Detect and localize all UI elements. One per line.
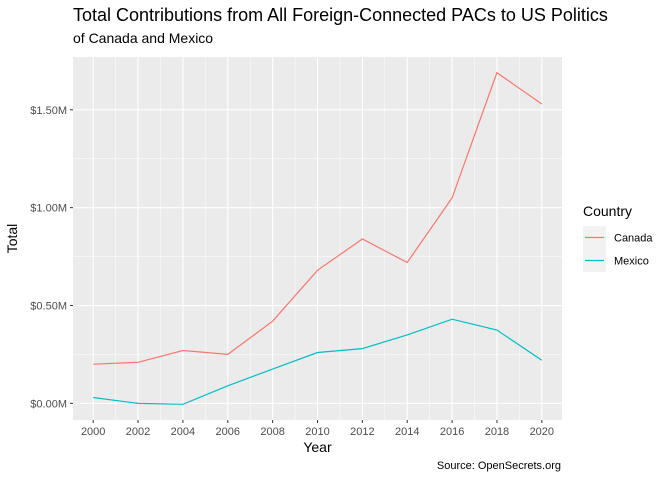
y-tick-label: $1.00M bbox=[30, 203, 67, 215]
x-tick-label: 2004 bbox=[171, 426, 195, 438]
chart-caption: Source: OpenSecrets.org bbox=[436, 460, 561, 472]
chart-subtitle: of Canada and Mexico bbox=[73, 30, 214, 46]
y-axis-title: Total bbox=[4, 224, 20, 254]
series-lines bbox=[93, 71, 543, 405]
series-line-canada bbox=[93, 71, 543, 365]
legend-title: Country bbox=[583, 203, 632, 219]
x-tick-label: 2014 bbox=[395, 426, 419, 438]
y-tick-label: $1.50M bbox=[30, 105, 67, 117]
legend-label: Mexico bbox=[614, 256, 649, 268]
x-tick-label: 2010 bbox=[305, 426, 329, 438]
chart-title: Total Contributions from All Foreign-Con… bbox=[73, 5, 608, 25]
y-tick-label: $0.00M bbox=[30, 398, 67, 410]
x-tick-label: 2018 bbox=[485, 426, 509, 438]
x-tick-label: 2016 bbox=[440, 426, 464, 438]
x-tick-label: 2008 bbox=[260, 426, 284, 438]
x-tick-label: 2000 bbox=[81, 426, 105, 438]
x-tick-label: 2002 bbox=[126, 426, 150, 438]
x-tick-label: 2012 bbox=[350, 426, 374, 438]
grid bbox=[73, 57, 562, 420]
axes: $0.00M $0.50M $1.00M $1.50M 2000 2002 2004 2006… bbox=[30, 105, 554, 438]
legend: Country Canada Mexico bbox=[583, 203, 653, 272]
y-tick-label: $0.50M bbox=[30, 301, 67, 313]
x-tick-label: 2020 bbox=[530, 426, 554, 438]
x-tick-label: 2006 bbox=[216, 426, 240, 438]
series-line-mexico bbox=[93, 318, 543, 405]
x-axis-title: Year bbox=[303, 439, 332, 455]
legend-label: Canada bbox=[614, 233, 653, 245]
